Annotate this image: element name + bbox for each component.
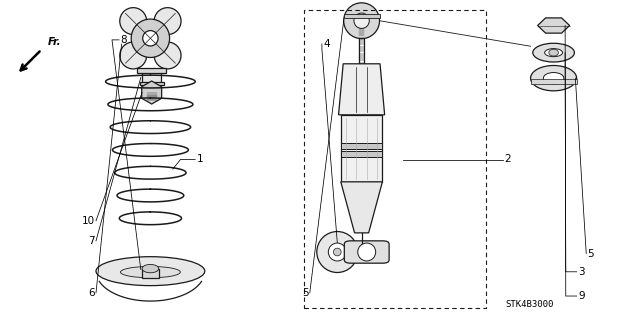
Text: 8: 8 — [120, 35, 127, 45]
FancyBboxPatch shape — [340, 143, 383, 149]
Ellipse shape — [120, 42, 147, 69]
Ellipse shape — [543, 72, 564, 84]
Ellipse shape — [131, 19, 170, 57]
Ellipse shape — [333, 248, 341, 256]
Ellipse shape — [120, 266, 180, 278]
Ellipse shape — [328, 243, 346, 261]
Text: 1: 1 — [196, 154, 203, 165]
Text: 9: 9 — [578, 291, 584, 301]
Text: 3: 3 — [578, 267, 584, 277]
Polygon shape — [340, 182, 383, 233]
Ellipse shape — [354, 13, 369, 28]
Ellipse shape — [549, 49, 559, 56]
FancyBboxPatch shape — [142, 72, 161, 83]
Polygon shape — [141, 81, 162, 104]
Ellipse shape — [545, 48, 563, 57]
Polygon shape — [339, 64, 385, 115]
Ellipse shape — [358, 243, 376, 261]
Text: 5: 5 — [588, 249, 594, 259]
FancyBboxPatch shape — [340, 151, 383, 157]
FancyBboxPatch shape — [137, 68, 166, 73]
FancyBboxPatch shape — [531, 79, 577, 84]
Text: 5: 5 — [302, 288, 308, 298]
FancyBboxPatch shape — [340, 115, 383, 182]
FancyBboxPatch shape — [142, 269, 159, 278]
Text: 2: 2 — [504, 154, 511, 165]
FancyBboxPatch shape — [147, 93, 157, 100]
Ellipse shape — [143, 31, 158, 46]
Text: 7: 7 — [88, 236, 95, 246]
FancyBboxPatch shape — [344, 241, 389, 263]
Ellipse shape — [154, 42, 181, 69]
Ellipse shape — [120, 8, 147, 34]
Ellipse shape — [533, 43, 575, 62]
Text: Fr.: Fr. — [48, 37, 61, 47]
Ellipse shape — [317, 232, 358, 272]
FancyBboxPatch shape — [140, 82, 164, 85]
Polygon shape — [538, 18, 570, 33]
Text: 6: 6 — [88, 288, 95, 298]
Text: 10: 10 — [81, 216, 95, 226]
Text: STK4B3000: STK4B3000 — [506, 300, 554, 309]
Ellipse shape — [96, 257, 205, 286]
FancyBboxPatch shape — [359, 27, 365, 64]
Ellipse shape — [344, 3, 380, 39]
Ellipse shape — [142, 264, 159, 273]
Ellipse shape — [531, 65, 577, 91]
FancyBboxPatch shape — [344, 14, 380, 18]
Ellipse shape — [154, 8, 181, 34]
Text: 4: 4 — [323, 39, 330, 49]
